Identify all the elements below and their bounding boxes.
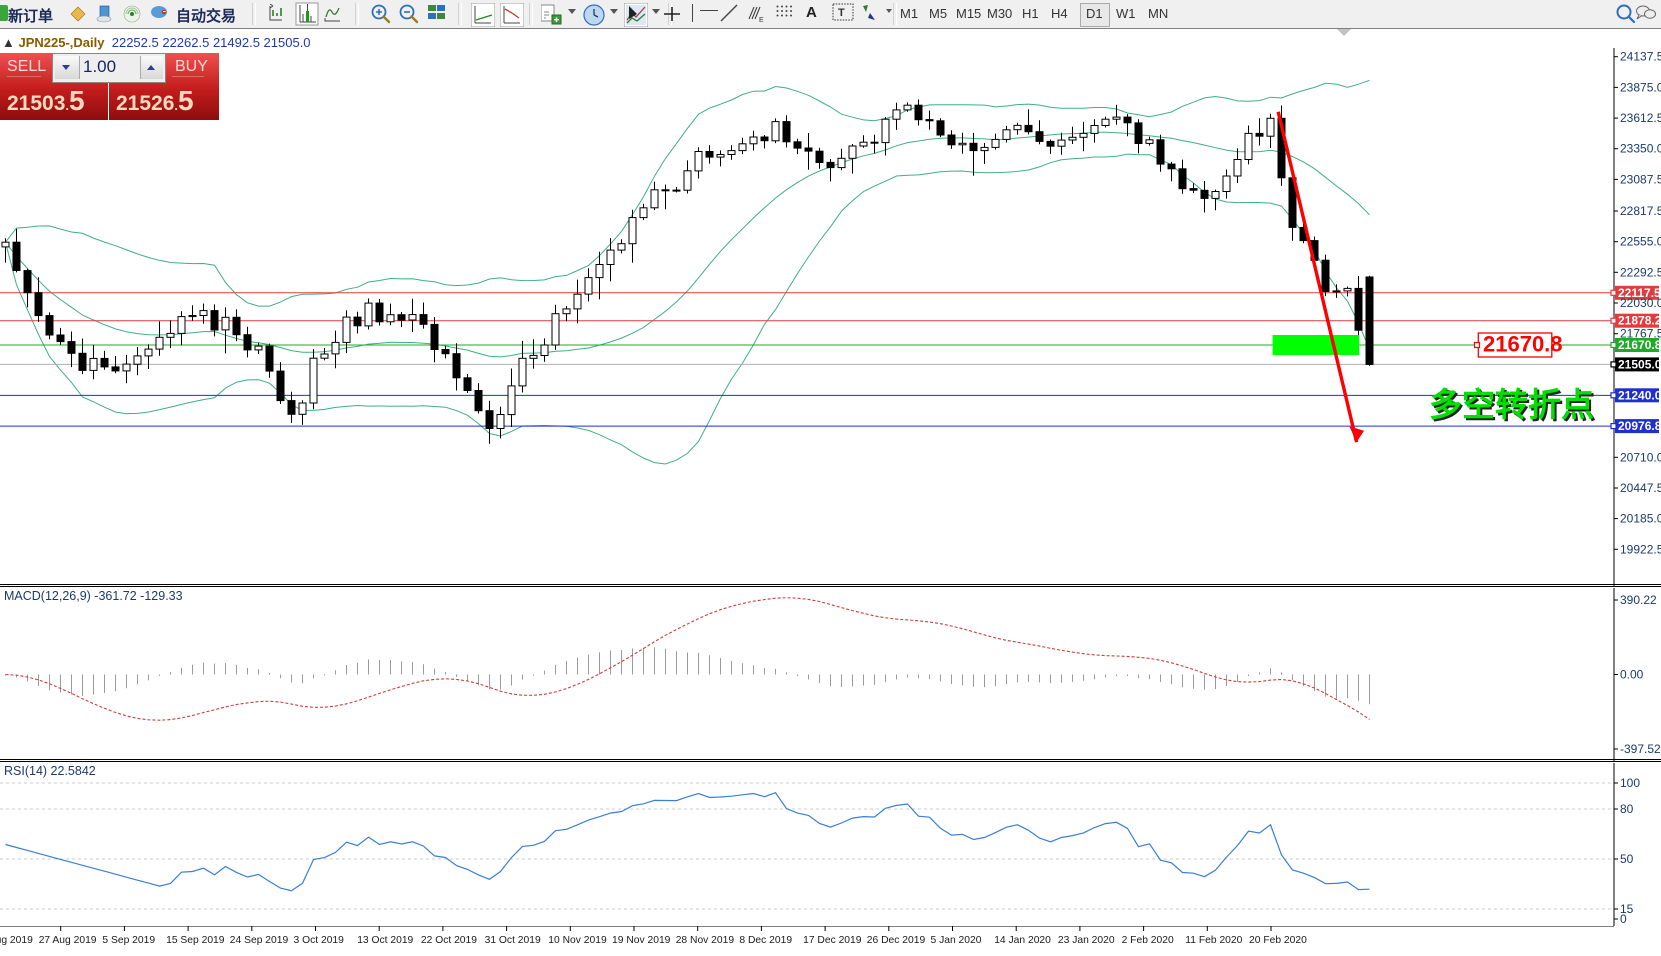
svg-text:8 Dec 2019: 8 Dec 2019	[739, 935, 792, 946]
svg-text:21240.0: 21240.0	[1618, 388, 1661, 402]
svg-text:18 Aug 2019: 18 Aug 2019	[0, 935, 33, 946]
svg-text:22 Oct 2019: 22 Oct 2019	[421, 935, 477, 946]
svg-text:13 Oct 2019: 13 Oct 2019	[357, 935, 413, 946]
svg-text:20447.5: 20447.5	[1620, 481, 1661, 495]
svg-text:28 Nov 2019: 28 Nov 2019	[676, 935, 735, 946]
svg-text:19 Nov 2019: 19 Nov 2019	[612, 935, 671, 946]
svg-text:31 Oct 2019: 31 Oct 2019	[485, 935, 541, 946]
svg-text:20710.0: 20710.0	[1620, 450, 1661, 464]
svg-text:MACD(12,26,9) -361.72 -129.33: MACD(12,26,9) -361.72 -129.33	[4, 589, 183, 603]
svg-text:21670.8: 21670.8	[1618, 338, 1661, 352]
svg-text:T: T	[838, 7, 845, 19]
svg-text:2 Feb 2020: 2 Feb 2020	[1122, 935, 1174, 946]
svg-text:23612.5: 23612.5	[1620, 111, 1661, 125]
svg-text:17 Dec 2019: 17 Dec 2019	[803, 935, 862, 946]
svg-text:22555.0: 22555.0	[1620, 235, 1661, 249]
svg-text:23875.0: 23875.0	[1620, 80, 1661, 94]
svg-text:0: 0	[1620, 912, 1627, 926]
svg-text:20 Feb 2020: 20 Feb 2020	[1249, 935, 1307, 946]
svg-text:15 Sep 2019: 15 Sep 2019	[166, 935, 225, 946]
svg-text:100: 100	[1620, 776, 1640, 790]
svg-text:11 Feb 2020: 11 Feb 2020	[1185, 935, 1242, 946]
svg-text:50: 50	[1620, 852, 1634, 866]
svg-text:23087.5: 23087.5	[1620, 172, 1661, 186]
svg-text:27 Aug 2019: 27 Aug 2019	[39, 935, 97, 946]
svg-text:5 Sep 2019: 5 Sep 2019	[102, 935, 155, 946]
svg-text:22292.5: 22292.5	[1620, 265, 1661, 279]
svg-text:10 Nov 2019: 10 Nov 2019	[548, 935, 607, 946]
svg-text:20185.0: 20185.0	[1620, 512, 1661, 526]
svg-text:RSI(14) 22.5842: RSI(14) 22.5842	[4, 764, 96, 778]
svg-text:-397.52: -397.52	[1620, 742, 1661, 756]
svg-text:E: E	[759, 17, 764, 23]
svg-text:24 Sep 2019: 24 Sep 2019	[230, 935, 289, 946]
svg-text:20976.8: 20976.8	[1618, 419, 1661, 433]
svg-text:26 Dec 2019: 26 Dec 2019	[867, 935, 926, 946]
svg-text:21505.0: 21505.0	[1618, 357, 1661, 371]
svg-text:3 Oct 2019: 3 Oct 2019	[294, 935, 345, 946]
svg-text:23 Jan 2020: 23 Jan 2020	[1058, 935, 1115, 946]
svg-text:80: 80	[1620, 802, 1634, 816]
svg-text:24137.5: 24137.5	[1620, 50, 1661, 64]
svg-text:0.00: 0.00	[1620, 668, 1644, 682]
svg-text:22030.0: 22030.0	[1620, 296, 1661, 310]
svg-text:23350.0: 23350.0	[1620, 142, 1661, 156]
svg-text:21878.2: 21878.2	[1618, 314, 1661, 328]
svg-text:5 Jan 2020: 5 Jan 2020	[931, 935, 982, 946]
svg-text:14 Jan 2020: 14 Jan 2020	[994, 935, 1051, 946]
svg-text:390.22: 390.22	[1620, 593, 1657, 607]
svg-text:19922.5: 19922.5	[1620, 542, 1661, 556]
svg-text:22817.5: 22817.5	[1620, 204, 1661, 218]
